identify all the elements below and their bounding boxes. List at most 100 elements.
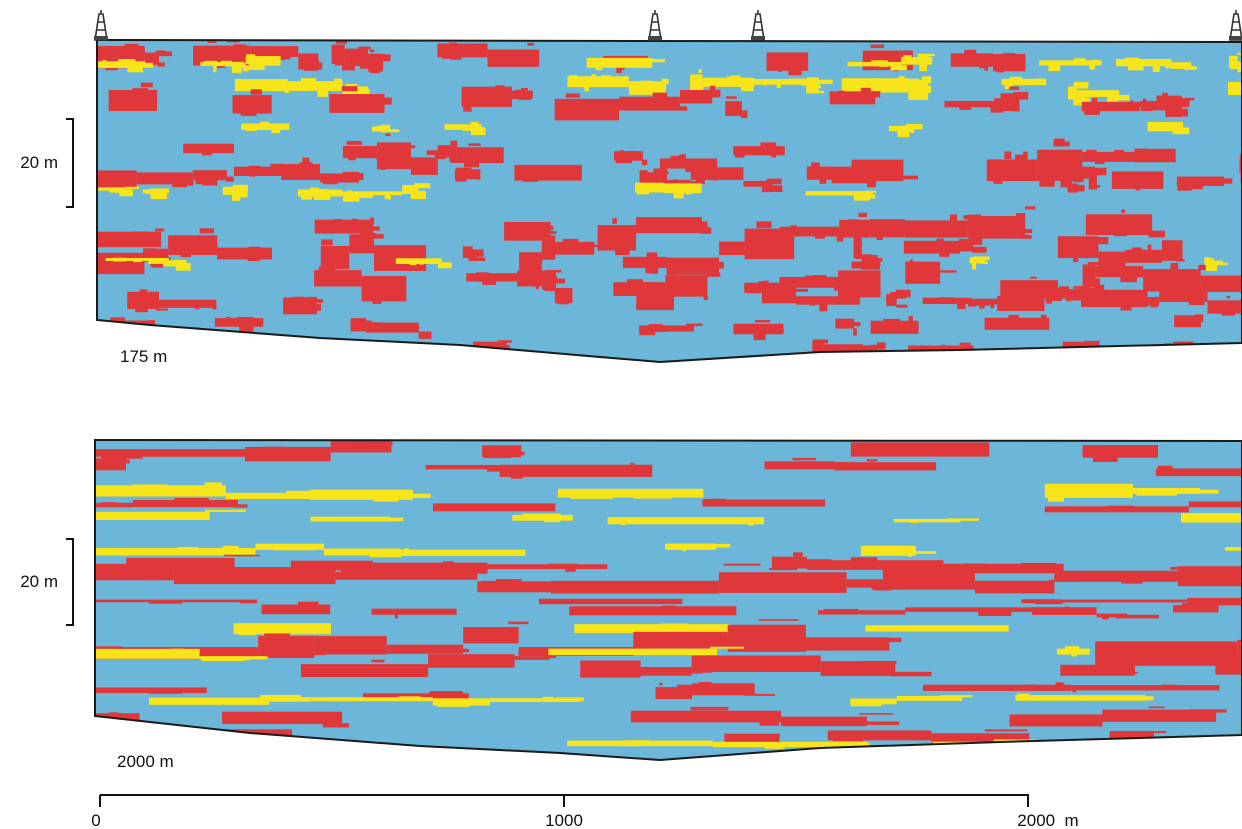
facies-red-fragment	[1198, 264, 1207, 271]
facies-red-fragment	[245, 100, 257, 107]
facies-red-fragment	[1013, 92, 1029, 100]
facies-red-patch	[1187, 597, 1242, 606]
facies-red-fragment	[149, 577, 155, 581]
facies-red-fragment	[1066, 296, 1071, 302]
facies-red-fragment	[844, 272, 856, 276]
facies-red-fragment	[413, 326, 420, 329]
facies-red-fragment	[464, 347, 469, 350]
facies-yellow-fragment	[174, 739, 196, 743]
facies-red-fragment	[776, 236, 794, 245]
facies-yellow-patch	[255, 543, 324, 550]
facies-red-fragment	[1127, 267, 1141, 271]
facies-red-fragment	[380, 54, 391, 62]
facies-red-fragment	[187, 577, 191, 579]
facies-red-fragment	[812, 344, 818, 351]
facies-yellow-fragment	[271, 88, 288, 91]
facies-red-fragment	[400, 253, 412, 256]
facies-red-fragment	[976, 224, 987, 230]
facies-red-fragment	[963, 239, 975, 243]
facies-red-fragment	[342, 276, 351, 282]
facies-red-fragment	[1180, 293, 1187, 301]
facies-red-patch	[640, 667, 692, 676]
facies-red-fragment	[909, 259, 914, 264]
facies-yellow-fragment	[871, 60, 883, 64]
facies-red-fragment	[1048, 297, 1063, 301]
facies-red-fragment	[701, 160, 716, 164]
facies-red-fragment	[110, 317, 125, 322]
facies-red-fragment	[639, 328, 656, 336]
facies-red-fragment	[338, 349, 342, 358]
facies-red-fragment	[788, 67, 802, 76]
facies-red-fragment	[1105, 258, 1111, 263]
facies-red-fragment	[299, 607, 316, 611]
facies-yellow-fragment	[262, 58, 268, 64]
facies-red-fragment	[761, 184, 773, 193]
facies-red-patch	[905, 607, 1033, 612]
facies-yellow-fragment	[1106, 96, 1118, 102]
facies-red-fragment	[893, 160, 901, 163]
facies-yellow-fragment	[140, 62, 154, 68]
facies-yellow-fragment	[113, 257, 127, 262]
facies-yellow-fragment	[544, 520, 561, 523]
facies-yellow-fragment	[814, 90, 825, 94]
facies-red-fragment	[331, 45, 341, 50]
facies-red-patch	[1085, 214, 1153, 236]
facies-red-fragment	[858, 280, 874, 289]
facies-red-fragment	[1041, 314, 1047, 321]
facies-red-patch	[132, 500, 238, 508]
facies-red-fragment	[502, 345, 510, 348]
facies-red-fragment	[695, 177, 705, 185]
facies-yellow-fragment	[1073, 82, 1084, 87]
drill-rig-icon	[94, 10, 108, 41]
facies-red-fragment	[342, 63, 356, 71]
facies-red-fragment	[334, 58, 343, 66]
facies-red-fragment	[1065, 606, 1070, 611]
facies-red-fragment	[915, 265, 931, 271]
facies-red-fragment	[543, 654, 557, 659]
facies-red-fragment	[578, 587, 604, 592]
facies-red-fragment	[1035, 602, 1063, 605]
facies-yellow-fragment	[633, 496, 672, 499]
facies-red-fragment	[516, 173, 522, 177]
facies-red-fragment	[193, 173, 210, 180]
facies-yellow-fragment	[905, 123, 923, 130]
section-label-2000m: 2000 m	[117, 752, 174, 771]
facies-red-patch	[362, 693, 469, 699]
facies-red-fragment	[978, 611, 1012, 616]
facies-red-fragment	[939, 270, 957, 273]
facies-yellow-fragment	[1184, 67, 1193, 70]
facies-red-fragment	[455, 174, 467, 182]
facies-red-fragment	[711, 88, 716, 93]
facies-red-patch	[1237, 639, 1242, 668]
facies-red-fragment	[706, 272, 721, 277]
facies-red-fragment	[343, 261, 349, 268]
facies-red-fragment	[957, 302, 966, 309]
facies-red-fragment	[824, 279, 831, 284]
facies-red-patch	[1095, 641, 1238, 666]
facies-yellow-fragment	[419, 261, 424, 265]
facies-red-fragment	[536, 171, 550, 177]
facies-red-fragment	[817, 296, 822, 305]
facies-red-patch	[126, 557, 235, 568]
facies-red-fragment	[195, 176, 204, 185]
section-2000m: 2000 m 20 m	[20, 438, 1242, 771]
facies-yellow-fragment	[707, 543, 731, 548]
facies-red-fragment	[715, 168, 733, 176]
facies-red-fragment	[900, 443, 922, 448]
facies-red-patch	[1044, 506, 1189, 513]
facies-red-fragment	[662, 174, 666, 180]
facies-red-fragment	[210, 144, 218, 150]
facies-red-fragment	[993, 98, 1005, 102]
facies-yellow-patch	[1115, 59, 1172, 67]
facies-yellow-fragment	[919, 54, 935, 57]
facies-red-fragment	[1135, 187, 1140, 191]
facies-yellow-patch	[400, 549, 526, 557]
facies-red-patch	[1088, 172, 1097, 190]
facies-red-fragment	[312, 304, 322, 311]
facies-red-fragment	[103, 352, 114, 358]
facies-red-patch	[1071, 685, 1220, 691]
facies-red-fragment	[998, 733, 1008, 738]
facies-yellow-fragment	[313, 194, 331, 200]
facies-yellow-fragment	[896, 551, 937, 554]
facies-red-fragment	[592, 600, 607, 604]
